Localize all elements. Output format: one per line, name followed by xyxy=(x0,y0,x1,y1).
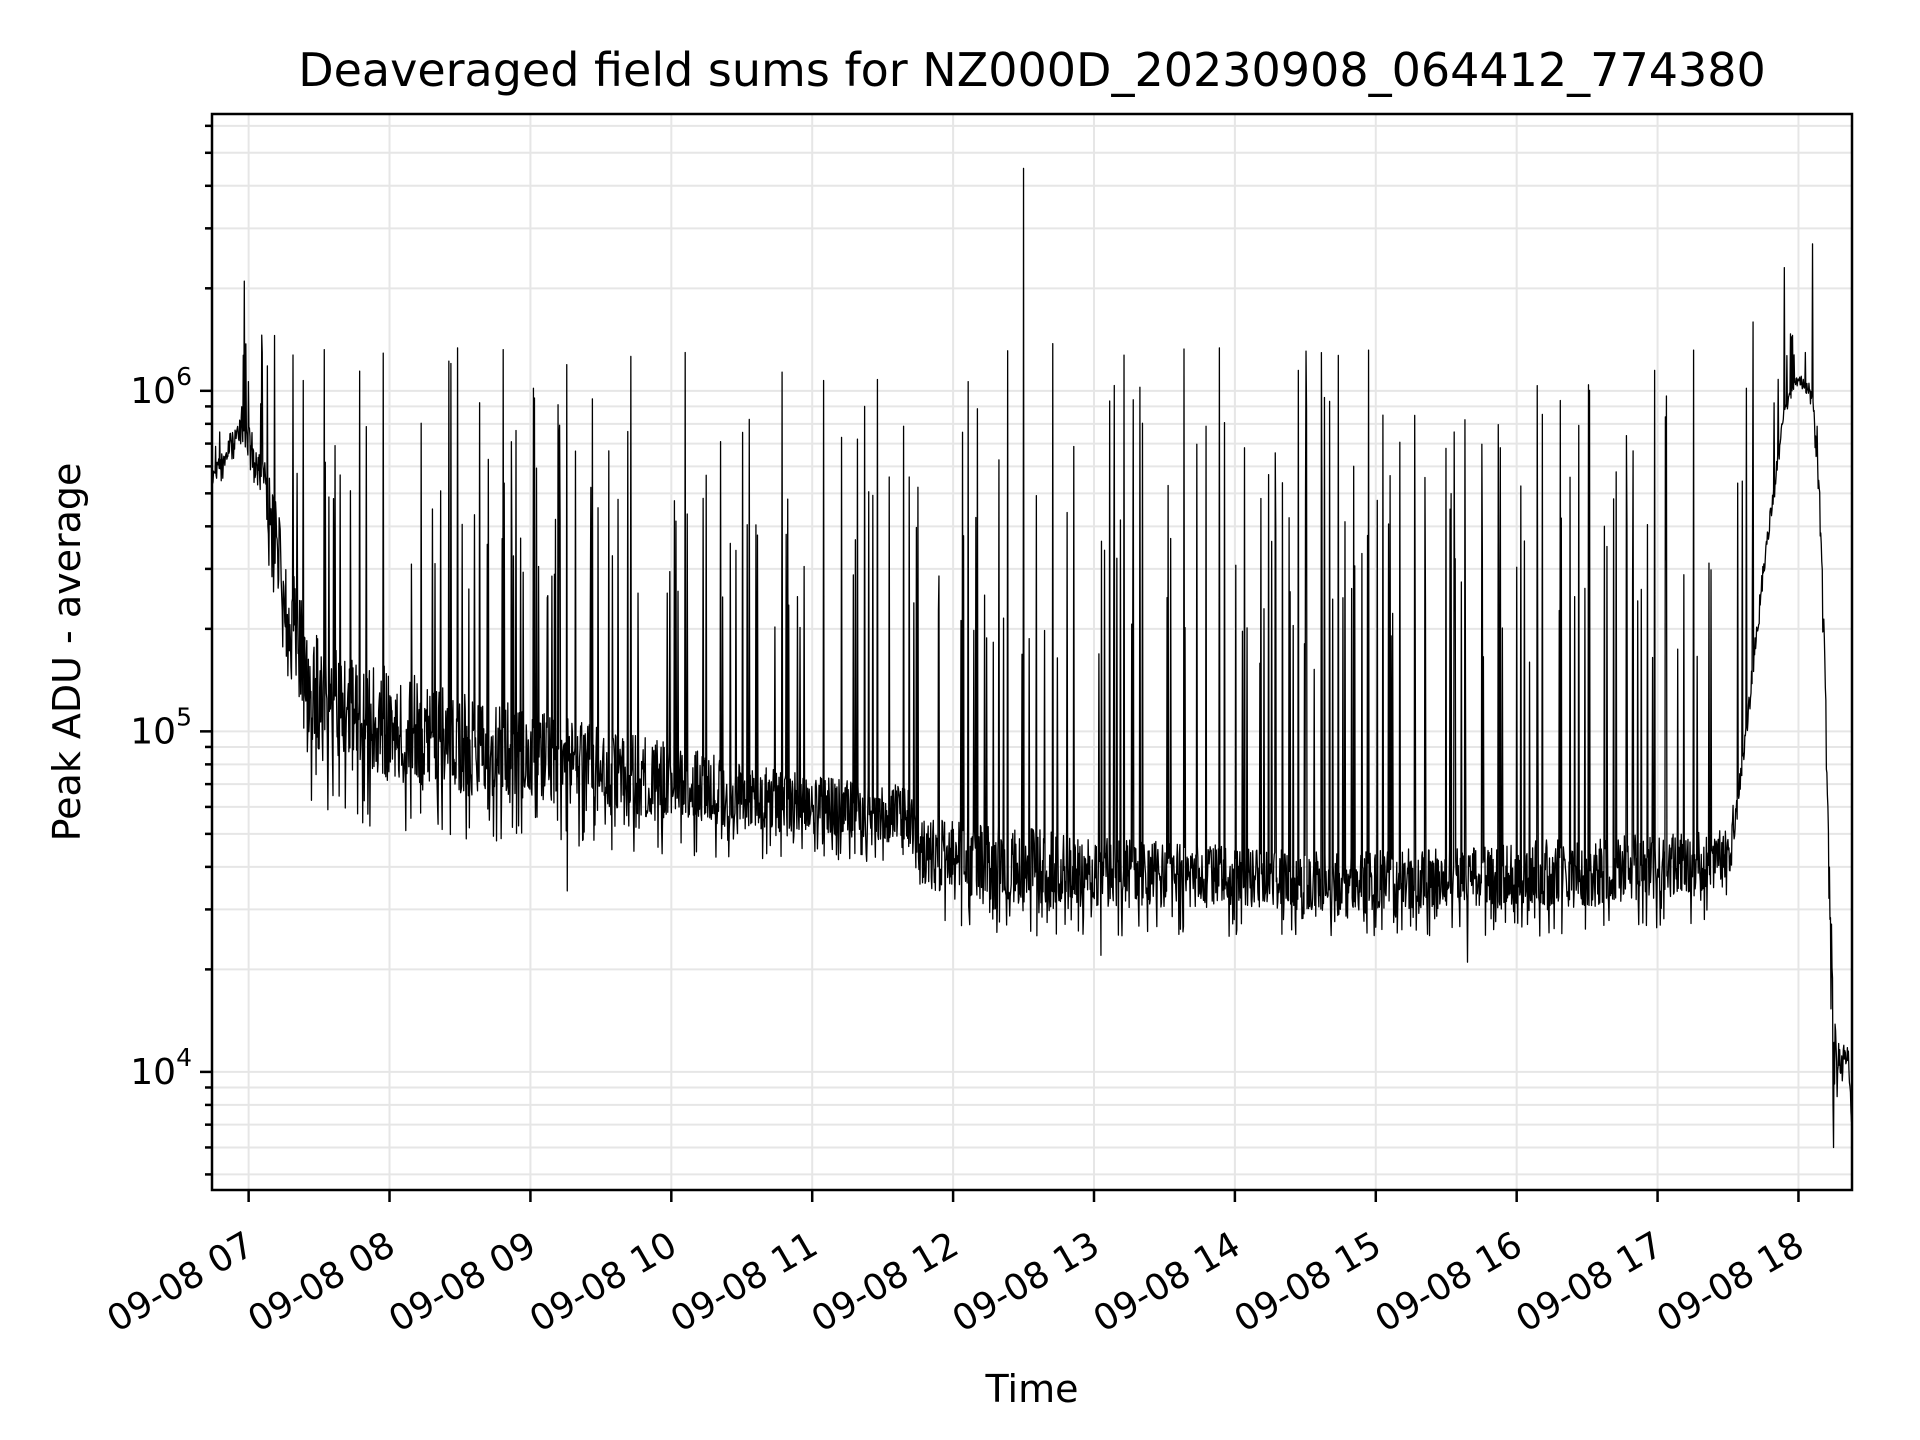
series-line-group xyxy=(211,167,1853,1149)
series-line xyxy=(211,167,1853,1149)
chart-title: Deaveraged field sums for NZ000D_2023090… xyxy=(298,43,1766,97)
y-tick-label: 106 xyxy=(130,362,192,412)
plot-frame xyxy=(210,112,1854,1192)
y-tick-label: 105 xyxy=(130,702,192,752)
y-tick-label: 104 xyxy=(130,1043,192,1093)
y-axis-label: Peak ADU - average xyxy=(45,463,89,842)
x-axis-label: Time xyxy=(985,1367,1079,1411)
y-axis: 104 105 106 xyxy=(130,124,212,1176)
